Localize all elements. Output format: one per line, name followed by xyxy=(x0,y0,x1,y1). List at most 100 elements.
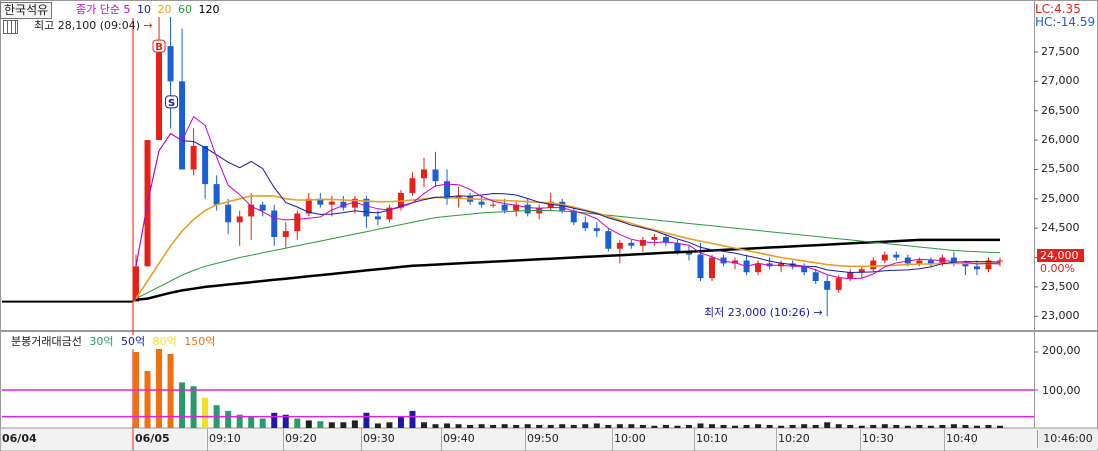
volume-bar xyxy=(271,412,278,428)
candle-down xyxy=(363,198,370,217)
high-annotation-text: 최고 28,100 (09:04) xyxy=(34,19,141,32)
candle-down xyxy=(582,222,589,229)
volume-bar xyxy=(536,424,543,428)
volume-panel-title: 분봉거래대금선 xyxy=(11,335,82,348)
volume-bar xyxy=(386,422,393,428)
volume-bar xyxy=(167,353,174,428)
price-tick-label: 23,000 xyxy=(1041,309,1080,323)
volume-bar xyxy=(421,422,427,428)
candle-down xyxy=(559,201,566,211)
candle-up xyxy=(916,260,923,264)
volume-bar xyxy=(444,423,451,428)
volume-bar xyxy=(985,424,992,428)
volume-bar xyxy=(950,424,957,428)
volume-bar xyxy=(351,420,358,428)
candle-down xyxy=(167,46,174,82)
candle-down xyxy=(962,263,969,267)
candle-up xyxy=(835,278,842,290)
arrow-right-icon: → xyxy=(143,19,153,32)
candle-down xyxy=(662,236,669,243)
ma-10-label: 10 xyxy=(136,3,151,16)
candle-down xyxy=(904,257,911,264)
candle-up xyxy=(409,178,416,193)
volume-bar xyxy=(513,424,520,428)
candle-up xyxy=(858,269,865,273)
ticker-label[interactable]: 한국석유 xyxy=(0,2,53,19)
time-tick-label: 09:50 xyxy=(527,432,559,445)
ma60-line xyxy=(135,210,1001,300)
volume-bar xyxy=(651,425,658,428)
candle-up xyxy=(328,201,335,205)
volume-bar xyxy=(570,424,577,428)
volume-bar xyxy=(179,382,186,428)
candle-down xyxy=(259,204,266,211)
volume-bar xyxy=(294,418,301,428)
volume-bar xyxy=(236,414,243,428)
volume-bar xyxy=(202,397,209,428)
candle-down xyxy=(893,254,900,258)
volume-bar xyxy=(559,424,566,428)
low-annotation: 최저 23,000 (10:26) → xyxy=(704,304,823,320)
current-price-tag: 24,000 xyxy=(1037,249,1084,262)
volume-bar xyxy=(893,424,900,428)
candle-up xyxy=(997,260,1003,262)
volume-bar xyxy=(259,418,266,428)
candle-up xyxy=(397,192,404,208)
volume-bar xyxy=(524,424,531,428)
ma20-line xyxy=(135,195,1000,300)
volume-bar xyxy=(720,424,727,428)
volume-bar xyxy=(916,424,923,428)
volume-bar xyxy=(870,424,877,428)
time-tick-label: 06/04 xyxy=(2,432,37,445)
volume-bar xyxy=(674,425,681,428)
buy-marker-text: B xyxy=(155,42,163,53)
volume-bar xyxy=(778,425,785,428)
candle-up xyxy=(282,231,289,237)
volume-bar xyxy=(363,412,370,428)
ma-60-label: 60 xyxy=(177,3,192,16)
candle-down xyxy=(570,210,577,223)
price-tick-label: 25,000 xyxy=(1041,191,1080,205)
volume-bar xyxy=(881,424,888,428)
level-80-label: 80억 xyxy=(152,335,177,348)
ma5-line xyxy=(135,115,1001,280)
time-tick-label: 09:10 xyxy=(209,432,241,445)
candle-down xyxy=(432,169,439,182)
level-30-label: 30억 xyxy=(89,335,114,348)
ma-120-label: 120 xyxy=(198,3,220,16)
candle-down xyxy=(340,201,347,208)
volume-bar xyxy=(547,424,554,428)
grid-icon[interactable] xyxy=(3,20,18,34)
volume-bar xyxy=(801,424,808,428)
candle-down xyxy=(720,257,727,264)
price-tick-label: 27,500 xyxy=(1041,44,1080,58)
volume-bar xyxy=(662,424,669,428)
volume-bar xyxy=(225,410,232,428)
price-tick-label: 25,500 xyxy=(1041,162,1080,176)
candle-up xyxy=(294,213,301,232)
sell-marker-text: S xyxy=(168,98,175,109)
candle-down xyxy=(179,81,186,170)
volume-bar xyxy=(904,425,911,428)
candle-up xyxy=(651,236,658,240)
candle-up xyxy=(305,198,312,214)
candle-up xyxy=(870,260,877,270)
volume-bar xyxy=(812,424,819,428)
volume-bar xyxy=(628,424,635,428)
ma120-line xyxy=(135,238,1000,302)
volume-legend: 분봉거래대금선 30억 50억 80억 150억 xyxy=(3,335,216,349)
candle-up xyxy=(709,257,715,279)
candle-down xyxy=(674,242,681,252)
candle-down xyxy=(524,204,531,214)
low-annotation-text: 최저 23,000 (10:26) xyxy=(704,306,811,319)
candle-up xyxy=(732,260,739,264)
volume-bar xyxy=(743,424,750,428)
candle-down xyxy=(685,251,692,255)
volume-bar xyxy=(455,424,462,428)
volume-bar xyxy=(467,424,474,428)
volume-bar xyxy=(858,425,865,428)
candle-up xyxy=(616,242,623,249)
time-tick-label: 09:20 xyxy=(285,432,317,445)
ma10-line xyxy=(135,132,1001,274)
